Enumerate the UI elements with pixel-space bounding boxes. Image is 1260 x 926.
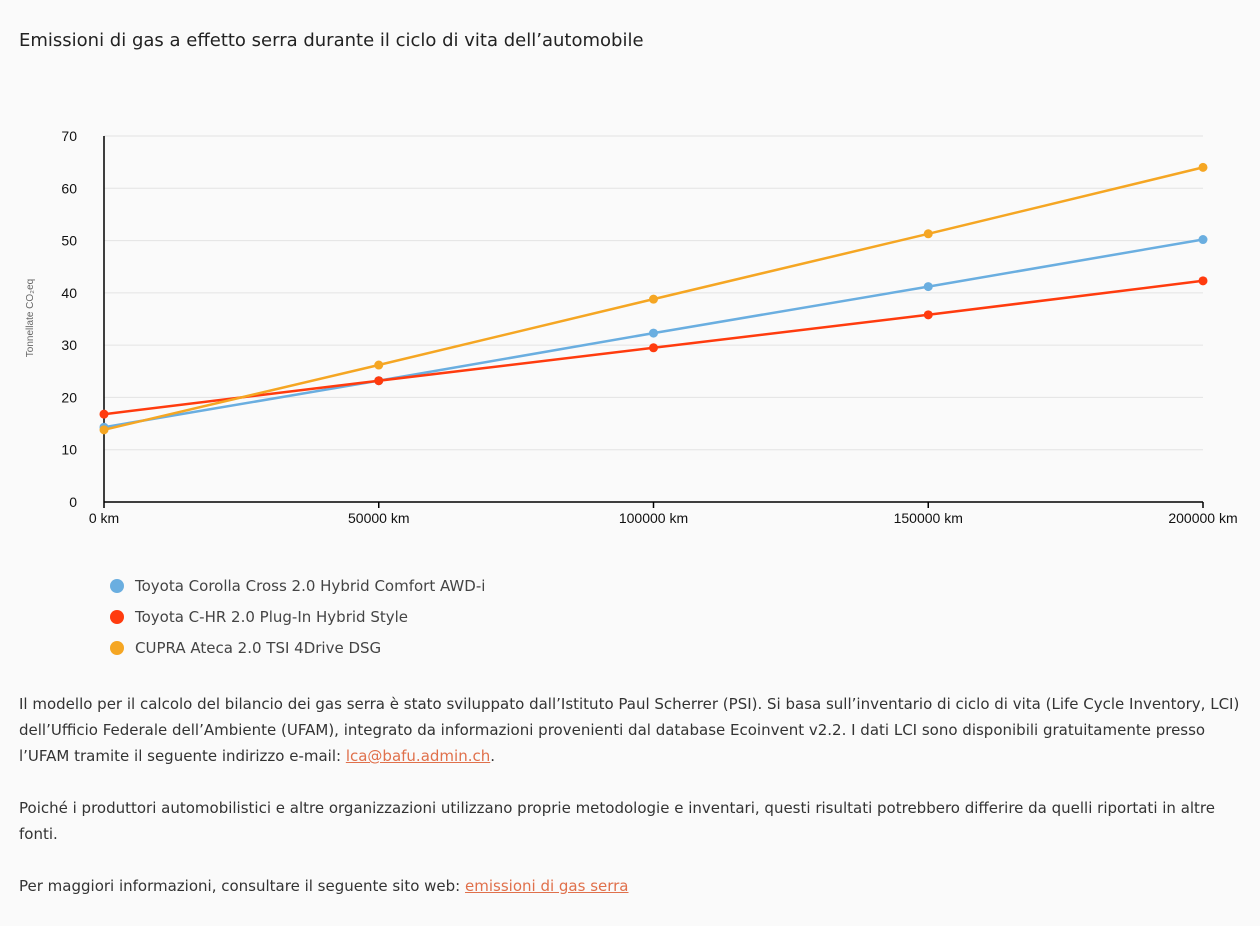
legend-marker-1: [110, 609, 124, 624]
grid-lines: [104, 135, 1203, 451]
methodology-text: Il modello per il calcolo del bilancio d…: [19, 695, 1240, 765]
x-tick-label-0: 0 km: [89, 510, 119, 526]
line-chart: 0 10 20 30 40 50 60 70 0 km 50000 km 100000 km 150…: [25, 128, 1238, 526]
more-info-paragraph: Per maggiori informazioni, consultare il…: [19, 873, 1241, 899]
series: [99, 162, 1208, 435]
data-point-1-4[interactable]: [1198, 276, 1208, 286]
data-point-1-0[interactable]: [99, 409, 109, 419]
data-point-1-1[interactable]: [374, 376, 384, 386]
data-point-2-0[interactable]: [99, 425, 109, 435]
disclaimer-paragraph: Poiché i produttori automobilistici e al…: [19, 799, 1216, 843]
chart-legend: Toyota Corolla Cross 2.0 Hybrid Comfort …: [110, 570, 485, 663]
data-point-0-3[interactable]: [923, 282, 933, 292]
legend-marker-0: [110, 578, 124, 593]
y-tick-label-1: 10: [61, 442, 77, 458]
website-link[interactable]: emissioni di gas serra: [465, 877, 629, 895]
data-point-0-4[interactable]: [1198, 235, 1208, 245]
y-tick-label-3: 30: [61, 337, 77, 353]
series-2: [99, 162, 1208, 435]
y-tick-label-5: 50: [61, 233, 77, 249]
data-point-2-3[interactable]: [923, 229, 933, 239]
y-tick-labels: 0 10 20 30 40 50 60 70: [61, 128, 77, 510]
legend-item-1[interactable]: Toyota C-HR 2.0 Plug-In Hybrid Style: [110, 601, 485, 632]
legend-label-1: Toyota C-HR 2.0 Plug-In Hybrid Style: [135, 607, 408, 626]
y-tick-label-4: 40: [61, 285, 77, 301]
chart-title: Emissioni di gas a effetto serra durante…: [19, 30, 644, 51]
legend-label-2: CUPRA Ateca 2.0 TSI 4Drive DSG: [135, 638, 382, 657]
data-point-2-2[interactable]: [649, 294, 658, 304]
axes: [103, 136, 1204, 508]
y-tick-label-7: 70: [61, 128, 77, 144]
y-tick-label-6: 60: [61, 180, 77, 196]
methodology-paragraph: Il modello per il calcolo del bilancio d…: [19, 691, 1241, 769]
data-point-2-4[interactable]: [1198, 162, 1208, 172]
x-tick-labels: 0 km 50000 km 100000 km 150000 km 200000 km: [89, 510, 1238, 526]
data-point-0-2[interactable]: [649, 328, 658, 338]
y-axis-title: Tonnellate CO₂eq: [25, 279, 36, 357]
x-tick-label-4: 200000 km: [1168, 510, 1237, 526]
y-tick-label-0: 0: [69, 494, 77, 510]
series-1: [99, 276, 1208, 419]
series-0: [99, 235, 1208, 432]
x-tick-label-3: 150000 km: [894, 510, 963, 526]
legend-item-2[interactable]: CUPRA Ateca 2.0 TSI 4Drive DSG: [110, 632, 485, 663]
legend-item-0[interactable]: Toyota Corolla Cross 2.0 Hybrid Comfort …: [110, 570, 485, 601]
data-point-1-2[interactable]: [649, 343, 658, 353]
x-tick-label-2: 100000 km: [619, 510, 688, 526]
data-point-1-3[interactable]: [923, 310, 933, 320]
email-link[interactable]: lca@bafu.admin.ch: [345, 747, 491, 765]
methodology-text-end: .: [490, 747, 496, 765]
y-tick-label-2: 20: [61, 389, 77, 405]
x-tick-label-1: 50000 km: [348, 510, 409, 526]
legend-label-0: Toyota Corolla Cross 2.0 Hybrid Comfort …: [135, 576, 486, 595]
legend-marker-2: [110, 640, 124, 655]
more-info-text: Per maggiori informazioni, consultare il…: [19, 877, 466, 895]
data-point-2-1[interactable]: [374, 360, 384, 370]
